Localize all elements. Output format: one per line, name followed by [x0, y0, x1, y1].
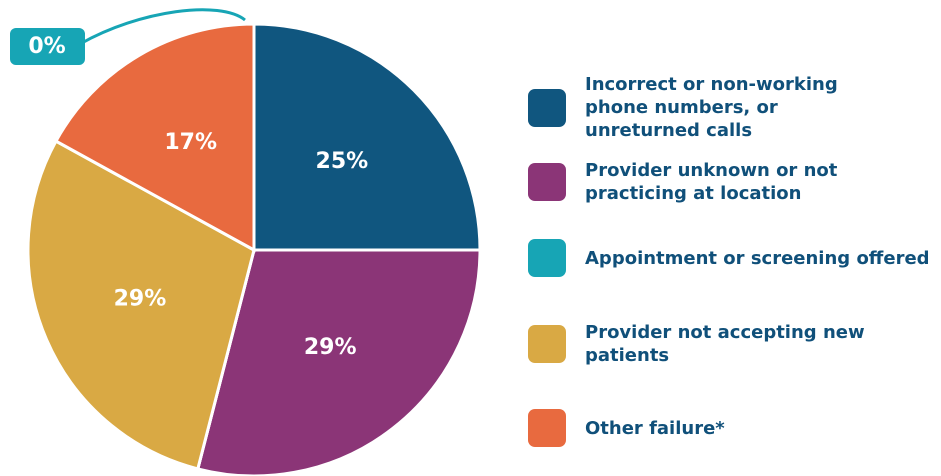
data-label: 29% [114, 286, 167, 311]
data-label: 0% [28, 34, 65, 59]
legend-swatch [528, 88, 566, 127]
legend-item: Provider unknown or not practicing at lo… [528, 159, 885, 205]
callout-box [10, 28, 85, 65]
legend-item: Appointment or screening offered [528, 239, 935, 277]
legend-swatch [528, 325, 566, 363]
callout-line [79, 8, 246, 46]
pie-slice [252, 22, 482, 252]
legend-label: Other failure* [585, 417, 725, 439]
pie-slice [26, 139, 256, 471]
legend-swatch [528, 239, 566, 277]
legend-item: Incorrect or non-working phone numbers, … [528, 73, 885, 142]
data-label: 25% [316, 149, 369, 174]
legend-label: Appointment or screening offered [585, 247, 930, 269]
legend-swatch [528, 163, 566, 201]
legend-item: Provider not accepting new patients [528, 321, 935, 367]
pie-slice [53, 22, 256, 253]
legend-label: Provider not accepting new patients [585, 322, 865, 366]
legend-label: Incorrect or non-working phone numbers, … [585, 74, 838, 141]
legend-swatch [528, 409, 566, 447]
data-label: 17% [164, 130, 217, 155]
legend-item: Other failure* [528, 409, 935, 447]
data-label: 29% [304, 335, 357, 360]
legend-label: Provider unknown or not practicing at lo… [585, 160, 838, 204]
